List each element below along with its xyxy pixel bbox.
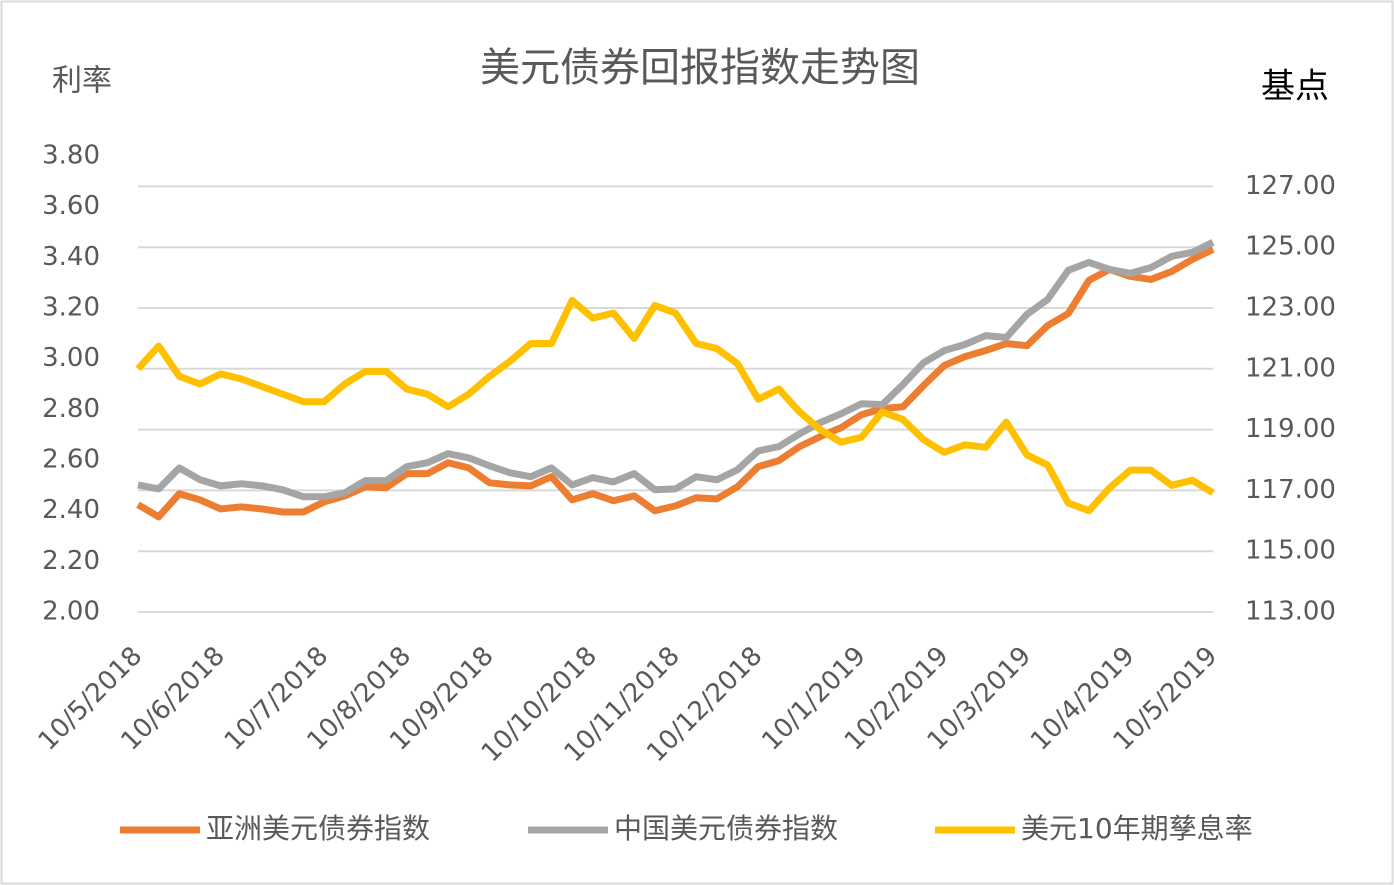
y-tick-label: 3.60 (42, 191, 100, 221)
series-line (136, 246, 1215, 521)
legend-label: 亚洲美元债券指数 (206, 812, 430, 845)
y-tick-label: 3.80 (42, 141, 100, 171)
y2-tick-label: 119.00 (1245, 414, 1336, 444)
series-line (135, 296, 1215, 515)
y-tick-label: 3.40 (42, 242, 100, 272)
y2-tick-label: 117.00 (1245, 475, 1336, 505)
y-tick-label: 3.20 (42, 293, 100, 323)
y-tick-label: 2.80 (42, 394, 100, 424)
y2-tick-label: 125.00 (1245, 232, 1336, 262)
chart-title: 美元债券回报指数走势图 (480, 45, 920, 91)
y-tick-label: 3.00 (42, 343, 100, 373)
y2-tick-label: 115.00 (1245, 536, 1336, 566)
y-tick-label: 2.40 (42, 495, 100, 525)
legend-label: 中国美元债券指数 (614, 812, 838, 845)
series-line (137, 239, 1215, 501)
y-tick-label: 2.60 (42, 445, 100, 475)
y2-axis-label: 基点 (1261, 67, 1329, 107)
y-tick-label: 2.20 (42, 546, 100, 576)
y-axis-label: 利率 (52, 64, 112, 99)
y-tick-label: 2.00 (42, 597, 100, 627)
y2-tick-label: 123.00 (1245, 293, 1336, 323)
y2-tick-label: 121.00 (1245, 353, 1336, 383)
y2-tick-label: 113.00 (1245, 597, 1336, 627)
y2-tick-label: 127.00 (1245, 171, 1336, 201)
legend-label: 美元10年期孳息率 (1021, 812, 1253, 845)
